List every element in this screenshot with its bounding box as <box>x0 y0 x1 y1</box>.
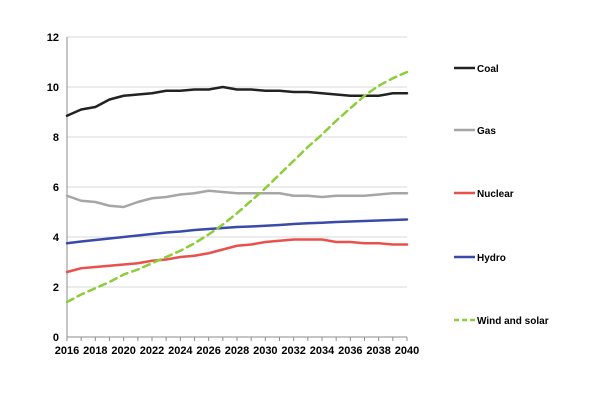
series-lines <box>65 70 409 304</box>
x-tick-label: 2030 <box>253 345 277 357</box>
x-tick-label: 2038 <box>366 345 390 357</box>
legend-label-coal: Coal <box>477 64 499 75</box>
x-tick-label: 2040 <box>395 345 419 357</box>
y-tick-label: 12 <box>47 32 59 44</box>
x-tick-label: 2034 <box>310 345 335 357</box>
x-tick-label: 2020 <box>111 345 135 357</box>
x-tick-label: 2032 <box>281 345 305 357</box>
series-line-wind-and-solar <box>65 70 409 304</box>
legend-label-gas: Gas <box>477 126 496 137</box>
y-tick-label: 8 <box>53 132 59 144</box>
x-tick-label: 2018 <box>83 345 107 357</box>
x-tick-label: 2028 <box>225 345 249 357</box>
legend: Coal Gas Nuclear Hydro Wind and solar <box>454 64 549 327</box>
gridlines <box>67 36 407 288</box>
y-tick-label: 0 <box>53 332 59 344</box>
x-tick-label: 2016 <box>55 345 79 357</box>
x-tick-label: 2036 <box>338 345 362 357</box>
x-tick-label: 2026 <box>196 345 220 357</box>
y-tick-label: 2 <box>53 282 59 294</box>
legend-label-hydro: Hydro <box>477 253 506 264</box>
x-tick-label: 2022 <box>140 345 164 357</box>
y-tick-label: 10 <box>47 82 59 94</box>
series-line-nuclear <box>65 238 409 274</box>
x-tick-label: 2024 <box>168 345 193 357</box>
legend-label-nuclear: Nuclear <box>477 189 514 200</box>
y-tick-label: 6 <box>53 182 59 194</box>
series-line-gas <box>65 189 409 209</box>
series-line-hydro <box>65 218 409 245</box>
y-tick-label: 4 <box>53 232 60 244</box>
legend-label-wind-and-solar: Wind and solar <box>477 316 549 327</box>
axes: 0 2 4 6 8 10 12 2016 2018 2020 2022 2024 2026 2028 203… <box>47 32 419 357</box>
series-line-coal <box>65 85 409 117</box>
